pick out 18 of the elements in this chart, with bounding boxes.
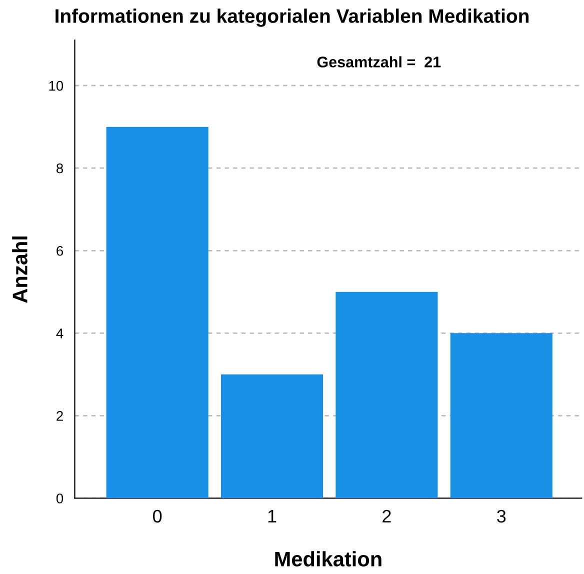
- y-tick-label: 8: [56, 163, 64, 174]
- y-tick-label: 6: [56, 246, 64, 256]
- y-tick-label: 0: [56, 494, 64, 504]
- y-axis-title: Anzahl: [12, 236, 28, 303]
- chart-title: Informationen zu kategorialen Variablen Medikation: [56, 8, 529, 27]
- x-tick-label: 2: [382, 510, 391, 522]
- y-tick-label: 10: [49, 80, 64, 91]
- x-tick-label: 3: [497, 510, 506, 523]
- bar: [220, 374, 324, 498]
- bar: [450, 333, 552, 498]
- bar: [336, 292, 438, 498]
- bar: [106, 126, 208, 498]
- x-tick-label: 0: [153, 510, 162, 523]
- x-axis-title: Medikation: [275, 551, 382, 566]
- x-tick-label: 1: [268, 510, 276, 522]
- y-tick-label: 2: [56, 411, 63, 421]
- annotation: Gesamtzahl = 21: [317, 56, 441, 68]
- y-tick-label: 4: [56, 328, 64, 338]
